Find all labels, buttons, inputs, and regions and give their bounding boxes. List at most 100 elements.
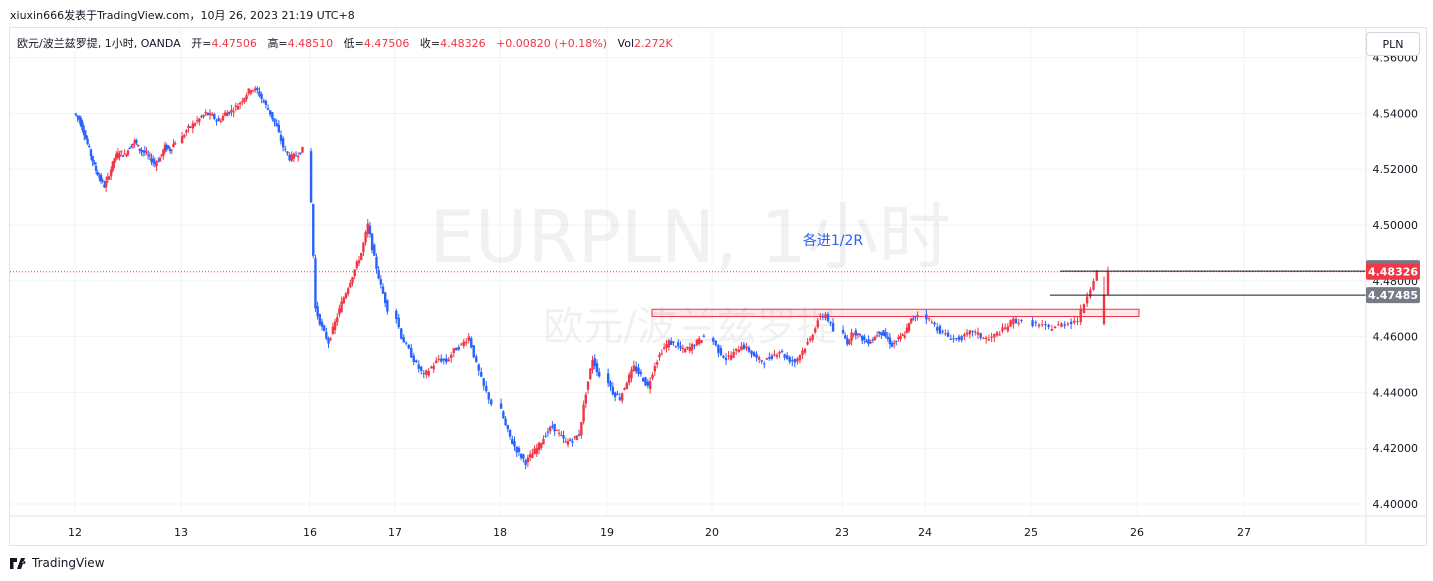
x-tick-label: 19 bbox=[600, 526, 614, 539]
candle-body bbox=[712, 338, 715, 342]
candle-body bbox=[135, 140, 138, 144]
tradingview-logo-icon bbox=[10, 557, 26, 569]
candle-body bbox=[206, 112, 210, 115]
candle-body bbox=[535, 447, 538, 454]
candle-body bbox=[83, 130, 86, 136]
candle-body bbox=[325, 331, 328, 339]
candle-body bbox=[470, 338, 473, 348]
candle-body bbox=[871, 339, 875, 341]
candle-body bbox=[277, 124, 281, 133]
candle-body bbox=[957, 336, 961, 341]
candle-body bbox=[1034, 322, 1038, 324]
legend-low: 4.47506 bbox=[363, 37, 410, 50]
candle-body bbox=[829, 321, 832, 324]
candle-body bbox=[1057, 324, 1060, 326]
candle-body bbox=[155, 162, 158, 167]
candle-body bbox=[427, 370, 430, 376]
candle-body bbox=[880, 332, 883, 336]
currency-button[interactable]: PLN bbox=[1366, 32, 1420, 56]
candle-body bbox=[420, 366, 423, 371]
candle-body bbox=[1106, 271, 1110, 295]
candle-body bbox=[531, 453, 534, 459]
candle-body bbox=[976, 332, 980, 335]
candle-body bbox=[232, 111, 235, 113]
candle-body bbox=[618, 397, 622, 400]
candle-body bbox=[370, 233, 374, 251]
candle-body bbox=[362, 242, 365, 253]
candle-body bbox=[140, 150, 143, 152]
x-tick-label: 20 bbox=[705, 526, 719, 539]
candle-body bbox=[526, 457, 530, 463]
candle-body bbox=[226, 112, 229, 117]
candle-body bbox=[765, 358, 769, 360]
candle-body bbox=[284, 148, 287, 150]
candle-body bbox=[106, 176, 110, 180]
candle-body bbox=[886, 336, 889, 339]
candle-body bbox=[861, 335, 864, 341]
candle-body bbox=[467, 336, 470, 341]
candle-body bbox=[551, 425, 554, 427]
candle-body bbox=[84, 135, 88, 139]
candle-body bbox=[646, 381, 650, 386]
candle-body bbox=[637, 367, 640, 374]
candle-body bbox=[1082, 304, 1086, 313]
candle-body bbox=[936, 327, 939, 331]
candle-body bbox=[597, 372, 601, 377]
candle-body bbox=[437, 358, 440, 360]
candle-body bbox=[402, 337, 405, 343]
candle-body bbox=[405, 342, 408, 344]
candle-body bbox=[133, 139, 136, 144]
candle-body bbox=[850, 332, 853, 341]
candle-body bbox=[162, 149, 165, 157]
price-tag bbox=[1366, 263, 1420, 280]
candle-body bbox=[1069, 321, 1073, 325]
candle-body bbox=[260, 94, 263, 99]
candle-body bbox=[136, 144, 140, 147]
candle-body bbox=[499, 403, 503, 409]
candle-body bbox=[1050, 329, 1054, 331]
candle-body bbox=[982, 337, 985, 339]
candle-body bbox=[998, 334, 1001, 336]
candle-body bbox=[342, 297, 345, 304]
legend-open-label: 开= bbox=[191, 37, 212, 50]
legend-close: 4.48326 bbox=[440, 37, 486, 50]
candle-body bbox=[170, 149, 173, 151]
legend-vol: 2.272K bbox=[634, 37, 673, 50]
candle-body bbox=[93, 162, 96, 165]
candle-body bbox=[271, 112, 274, 120]
candle-body bbox=[577, 434, 581, 436]
candle-body bbox=[366, 223, 369, 234]
candle-body bbox=[264, 100, 268, 105]
candle-body bbox=[141, 150, 145, 152]
candle-body bbox=[281, 138, 285, 148]
candle-body bbox=[353, 269, 356, 277]
candle-body bbox=[755, 354, 758, 358]
candle-body bbox=[329, 338, 332, 340]
candle-body bbox=[1095, 270, 1098, 281]
candle-body bbox=[504, 418, 507, 426]
y-tick-label: 4.50000 bbox=[1373, 219, 1419, 232]
candle-body bbox=[189, 126, 192, 128]
candle-body bbox=[415, 360, 418, 363]
candle-body bbox=[88, 145, 91, 147]
candle-body bbox=[909, 318, 913, 323]
candle-body bbox=[522, 454, 525, 459]
candle-body bbox=[905, 327, 909, 333]
candle-body bbox=[450, 354, 453, 359]
chart-frame bbox=[9, 27, 1427, 546]
candle-body bbox=[688, 347, 692, 352]
candle-body bbox=[798, 355, 802, 361]
y-tick-label: 4.46000 bbox=[1373, 331, 1419, 344]
candle-body bbox=[98, 176, 101, 179]
candle-body bbox=[116, 152, 120, 159]
candle-body bbox=[346, 288, 350, 294]
candle-body bbox=[357, 260, 361, 264]
candle-body bbox=[745, 346, 748, 349]
candle-body bbox=[513, 441, 516, 447]
candle-body bbox=[555, 430, 559, 432]
candle-body bbox=[660, 353, 664, 355]
tradingview-brand[interactable]: TradingView bbox=[10, 556, 105, 570]
candle-body bbox=[245, 95, 248, 100]
candle-body bbox=[979, 333, 982, 338]
